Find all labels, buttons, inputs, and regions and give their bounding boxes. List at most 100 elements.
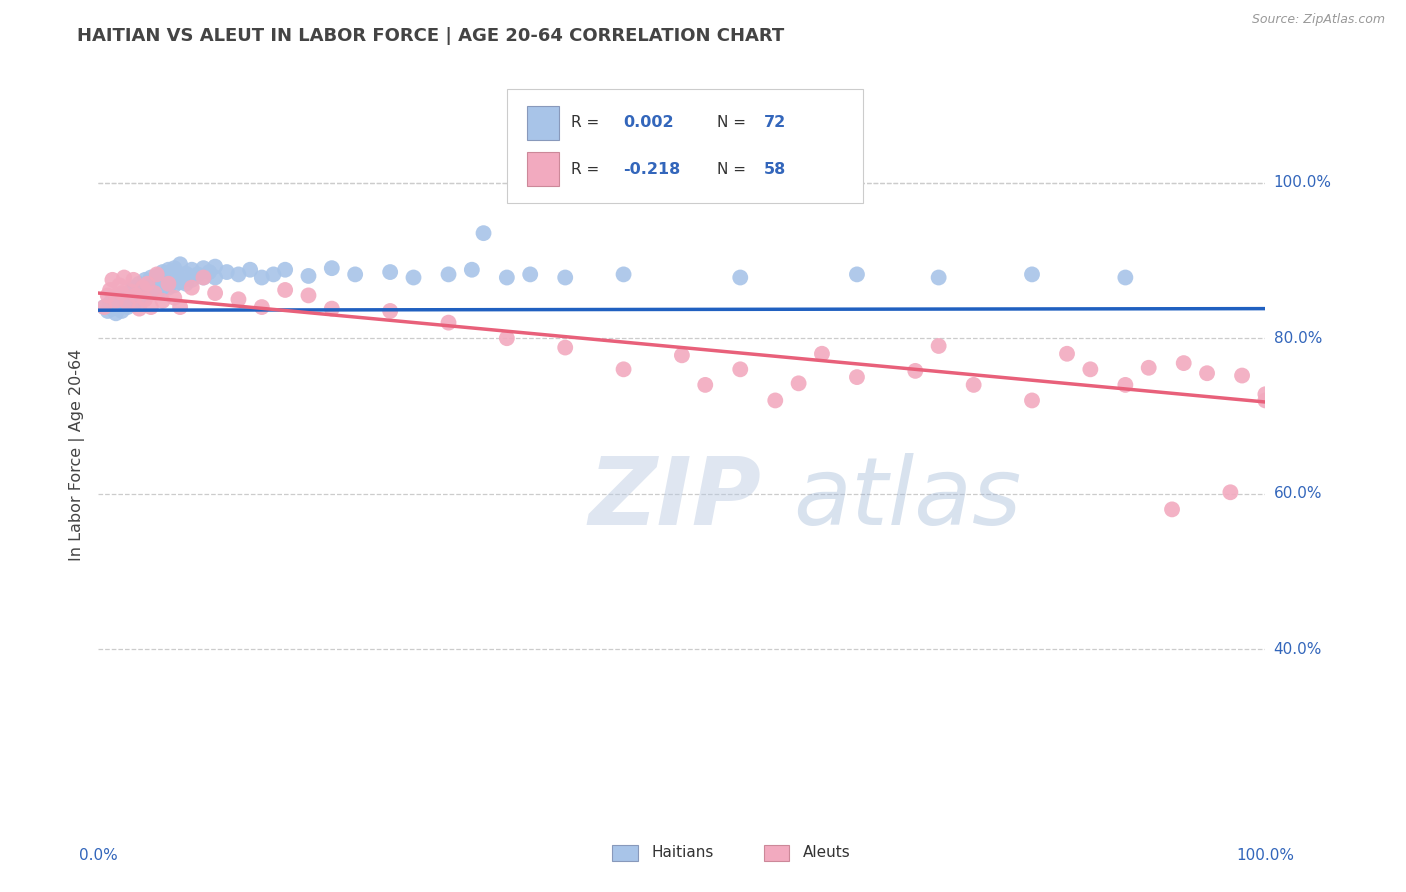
Point <box>98 296 121 310</box>
Point <box>159 270 181 285</box>
Text: Aleuts: Aleuts <box>803 846 851 860</box>
Point <box>496 270 519 285</box>
Point <box>321 261 343 276</box>
Point <box>104 293 127 307</box>
Text: R =: R = <box>571 161 605 177</box>
Point <box>472 226 495 240</box>
Point <box>111 286 134 301</box>
Point <box>193 270 215 285</box>
Point <box>519 268 541 282</box>
Point <box>134 273 156 287</box>
Point <box>112 293 135 308</box>
Point <box>128 277 150 291</box>
Point <box>122 273 145 287</box>
Point <box>671 348 693 362</box>
Point <box>104 306 127 320</box>
Point <box>846 370 869 384</box>
Point <box>1161 502 1184 516</box>
Point <box>146 268 169 282</box>
Point <box>97 288 120 302</box>
Point <box>1195 366 1218 380</box>
Text: 80.0%: 80.0% <box>1274 331 1322 346</box>
Point <box>297 288 319 302</box>
Point <box>811 347 834 361</box>
Point <box>169 300 191 314</box>
Point <box>193 261 215 276</box>
Bar <box>527 153 560 186</box>
Point <box>134 293 156 307</box>
Point <box>117 286 139 301</box>
Point <box>1021 268 1043 282</box>
Point <box>904 364 927 378</box>
Bar <box>763 845 789 861</box>
Point <box>139 300 162 314</box>
Point <box>204 270 226 285</box>
Point <box>93 300 115 314</box>
Point <box>111 304 134 318</box>
Bar <box>527 105 560 139</box>
Point <box>157 277 180 291</box>
Point <box>962 377 984 392</box>
Point <box>1254 393 1277 408</box>
Point <box>132 280 155 294</box>
Point <box>787 376 810 391</box>
Point <box>928 270 950 285</box>
Point <box>262 268 284 282</box>
Point <box>1021 393 1043 408</box>
Y-axis label: In Labor Force | Age 20-64: In Labor Force | Age 20-64 <box>69 349 84 561</box>
Point <box>148 275 170 289</box>
Point <box>554 270 576 285</box>
Bar <box>612 845 637 861</box>
Text: ZIP: ZIP <box>589 453 762 545</box>
Point <box>163 278 186 293</box>
Point <box>169 257 191 271</box>
Point <box>120 291 142 305</box>
Point <box>152 293 174 308</box>
Point <box>97 304 120 318</box>
Point <box>169 275 191 289</box>
Text: Haitians: Haitians <box>651 846 714 860</box>
Text: 60.0%: 60.0% <box>1274 486 1322 501</box>
Point <box>125 287 148 301</box>
Point <box>128 301 150 316</box>
Point <box>228 268 250 282</box>
Point <box>157 280 180 294</box>
Point <box>104 293 127 308</box>
Point <box>117 296 139 310</box>
Point <box>128 293 150 308</box>
Text: 58: 58 <box>763 161 786 177</box>
Point <box>695 377 717 392</box>
Point <box>239 262 262 277</box>
Point <box>1056 347 1078 361</box>
Point <box>143 286 166 301</box>
Point <box>111 288 134 302</box>
Point <box>155 273 177 287</box>
Text: N =: N = <box>717 161 751 177</box>
Point <box>120 285 142 299</box>
Point <box>215 265 238 279</box>
Point <box>204 260 226 274</box>
Point <box>157 262 180 277</box>
Point <box>98 283 121 297</box>
Point <box>122 280 145 294</box>
Text: N =: N = <box>717 115 751 130</box>
Point <box>146 268 169 283</box>
Point <box>139 286 162 301</box>
Point <box>136 277 159 291</box>
Point <box>152 283 174 297</box>
Point <box>730 362 752 376</box>
Point <box>461 262 484 277</box>
Point <box>174 277 197 291</box>
Point <box>180 262 202 277</box>
Point <box>108 278 131 293</box>
Point <box>198 265 221 279</box>
Point <box>928 339 950 353</box>
Point <box>1254 387 1277 401</box>
Point <box>163 261 186 276</box>
Point <box>112 270 135 285</box>
Point <box>250 300 273 314</box>
Point <box>163 291 186 305</box>
Text: HAITIAN VS ALEUT IN LABOR FORCE | AGE 20-64 CORRELATION CHART: HAITIAN VS ALEUT IN LABOR FORCE | AGE 20… <box>77 27 785 45</box>
Text: Source: ZipAtlas.com: Source: ZipAtlas.com <box>1251 13 1385 27</box>
Point <box>1114 377 1136 392</box>
